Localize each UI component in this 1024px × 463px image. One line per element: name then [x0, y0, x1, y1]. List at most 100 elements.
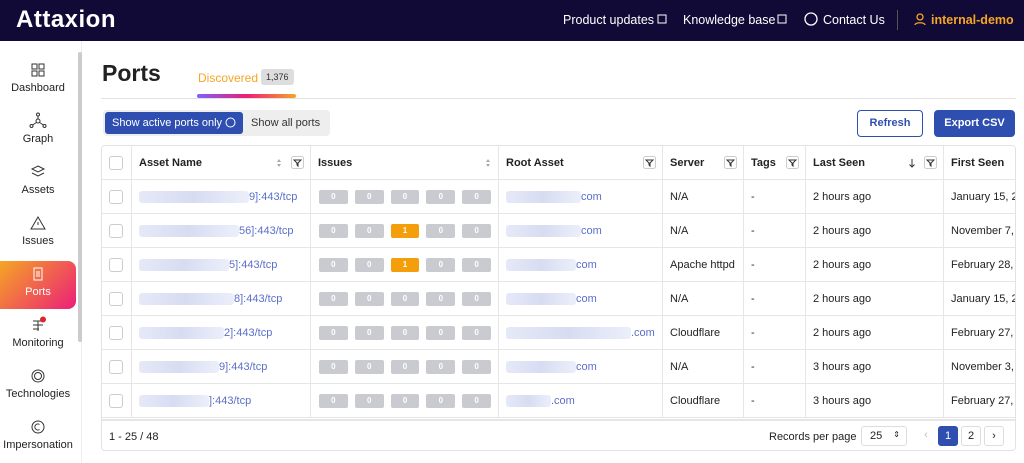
last-seen: 2 hours ago [813, 190, 872, 203]
checkbox[interactable] [109, 189, 123, 204]
filter-icon[interactable] [786, 156, 799, 169]
scrollbar [78, 52, 82, 342]
nav-item[interactable]: Assets [0, 159, 76, 207]
last-seen: 2 hours ago [813, 326, 872, 339]
nav-item[interactable]: Impersonation [0, 414, 76, 462]
redacted [139, 224, 239, 237]
filter-icon[interactable] [291, 156, 304, 169]
issue-badge: 0 [319, 291, 348, 306]
table-row: 9]:443/tcp 0 0 0 0 0 com N/A -2 hours ago January… [102, 180, 1015, 214]
checkbox[interactable] [109, 325, 123, 340]
per-page-select[interactable]: 25 ⇕ [861, 426, 907, 446]
column-title: First Seen [951, 156, 1005, 169]
root-asset[interactable]: com [576, 360, 597, 373]
cell: Apache httpd [663, 248, 744, 281]
sort-icon[interactable] [484, 158, 492, 168]
help-icon [804, 12, 818, 26]
user-menu[interactable]: internal-demo [931, 13, 1014, 27]
record-range: 1 - 25 / 48 [109, 431, 159, 443]
root-cell: com [499, 282, 663, 315]
nav-label: Graph [22, 133, 54, 145]
cell: Cloudflare [663, 384, 744, 417]
column-header: Last Seen [806, 146, 944, 179]
help-icon [225, 117, 236, 128]
nav-item[interactable]: Graph [0, 108, 76, 156]
redacted [139, 190, 249, 203]
issue-badge: 0 [390, 291, 420, 306]
redacted [506, 258, 576, 271]
column-title: Asset Name [139, 156, 202, 169]
checkbox[interactable] [109, 359, 123, 374]
root-asset[interactable]: com [581, 224, 602, 237]
first-seen: January 15, 20 [951, 190, 1015, 203]
cell: - [744, 316, 806, 349]
tab[interactable]: Discovered [198, 71, 259, 85]
nav-item[interactable]: Technologies [0, 363, 76, 411]
nav-icon [31, 63, 45, 77]
export-button[interactable]: Export CSV [934, 110, 1015, 137]
asset-name[interactable]: 2]:443/tcp [224, 326, 273, 339]
column-header: First Seen [944, 146, 1015, 179]
root-cell: com [499, 248, 663, 281]
nav-link[interactable]: Product updates [563, 13, 655, 27]
redacted [506, 360, 576, 373]
sort-icon[interactable] [275, 158, 283, 168]
asset-name[interactable]: 9]:443/tcp [249, 190, 298, 203]
filter-icon[interactable] [724, 156, 737, 169]
checkbox[interactable] [109, 393, 123, 408]
cell: 2 hours ago [806, 316, 944, 349]
nav-link[interactable]: Knowledge base [683, 13, 776, 27]
root-asset[interactable]: com [581, 190, 602, 203]
filter-icon[interactable] [643, 156, 656, 169]
root-asset[interactable]: .com [551, 394, 575, 407]
column-header: Server [663, 146, 744, 179]
checkbox[interactable] [109, 257, 123, 272]
asset-cell: 9]:443/tcp [132, 180, 311, 213]
page-button[interactable]: 2 [961, 426, 981, 446]
page-button[interactable]: 1 [938, 426, 958, 446]
nav-label: Ports [25, 286, 51, 298]
per-page-label: Records per page [769, 431, 857, 443]
cell [102, 180, 132, 213]
logo[interactable]: Attaxion [16, 6, 116, 33]
root-asset[interactable]: com [576, 292, 597, 305]
column-header: Root Asset [499, 146, 663, 179]
asset-name[interactable]: 9]:443/tcp [219, 360, 268, 373]
checkbox[interactable] [109, 223, 123, 238]
nav-link[interactable]: Contact Us [823, 13, 885, 27]
checkbox[interactable] [109, 155, 123, 170]
redacted [139, 292, 234, 305]
root-asset[interactable]: com [576, 258, 597, 271]
redacted [506, 326, 631, 339]
header-row: Asset Name Issues Root Asset Server Tags Last… [102, 146, 1015, 180]
prev-page[interactable]: ‹ [924, 429, 928, 441]
toggle[interactable]: Show all ports [251, 117, 321, 129]
cell: N/A [663, 282, 744, 315]
redacted [139, 394, 209, 407]
sort-icon[interactable] [908, 158, 916, 168]
nav-item[interactable]: Ports [0, 261, 76, 309]
asset-name[interactable]: 5]:443/tcp [229, 258, 278, 271]
root-asset[interactable]: .com [631, 326, 655, 339]
nav-item[interactable]: Monitoring [0, 312, 76, 360]
first-seen: November 7, [951, 224, 1014, 237]
nav-item[interactable]: Dashboard [0, 57, 76, 105]
table-row: 9]:443/tcp 0 0 0 0 0 com N/A -3 hours ago Novembe… [102, 350, 1015, 384]
filter-icon[interactable] [924, 156, 937, 169]
refresh-button[interactable]: Refresh [857, 110, 923, 137]
toggle-active[interactable]: Show active ports only [105, 112, 244, 134]
asset-name[interactable]: ]:443/tcp [209, 394, 252, 407]
cell [102, 146, 132, 179]
next-page[interactable]: › [984, 426, 1004, 446]
nav-item[interactable]: Issues [0, 210, 76, 258]
redacted [506, 394, 551, 407]
asset-name[interactable]: 8]:443/tcp [234, 292, 283, 305]
asset-name[interactable]: 56]:443/tcp [239, 224, 294, 237]
checkbox[interactable] [109, 291, 123, 306]
issue-badge: 0 [462, 223, 491, 238]
cell: N/A [663, 350, 744, 383]
